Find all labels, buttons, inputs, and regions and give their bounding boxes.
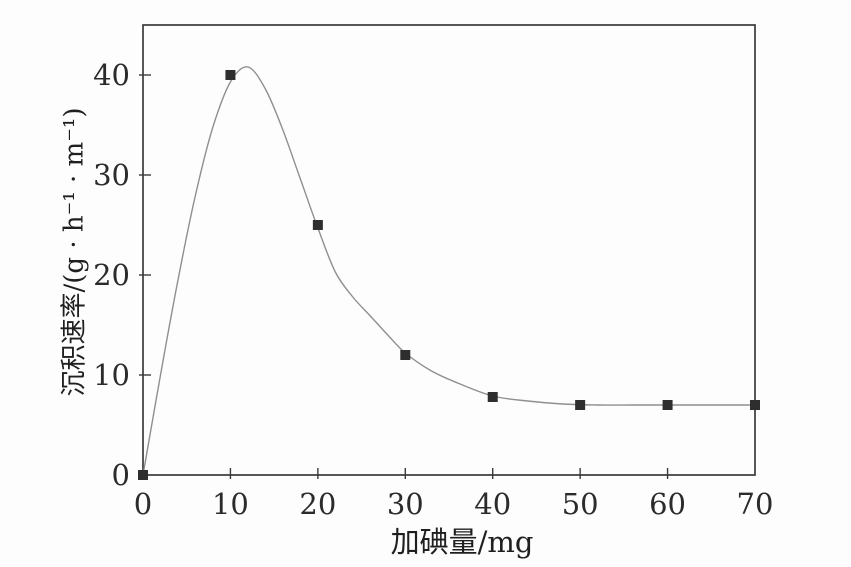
data-point-marker	[225, 70, 236, 80]
x-tick-label: 70	[737, 487, 774, 521]
y-tick-label: 10	[93, 358, 130, 392]
x-axis-title: 加碘量/mg	[390, 525, 534, 559]
x-tick-label: 10	[212, 487, 249, 521]
x-tick-label: 30	[387, 487, 424, 521]
data-point-marker	[487, 392, 498, 402]
x-tick-label: 20	[299, 487, 336, 521]
data-point-marker	[138, 470, 148, 480]
x-tick-label: 0	[134, 487, 152, 521]
y-axis-title: 沉积速率/(g · h⁻¹ · m⁻¹)	[59, 107, 90, 397]
x-tick-label: 60	[649, 487, 686, 521]
y-tick-label: 30	[93, 158, 130, 192]
plot-border	[142, 24, 756, 476]
data-point-marker	[400, 350, 411, 360]
data-point-marker	[312, 220, 323, 230]
x-tick-label: 40	[474, 487, 511, 521]
y-tick-label: 20	[93, 258, 130, 292]
x-tick-label: 50	[562, 487, 599, 521]
y-tick-label: 0	[112, 458, 130, 492]
data-point-marker	[662, 400, 673, 410]
data-point-marker	[575, 400, 586, 410]
data-point-marker	[750, 400, 760, 410]
y-tick-label: 40	[93, 58, 130, 92]
data-curve	[142, 66, 755, 476]
